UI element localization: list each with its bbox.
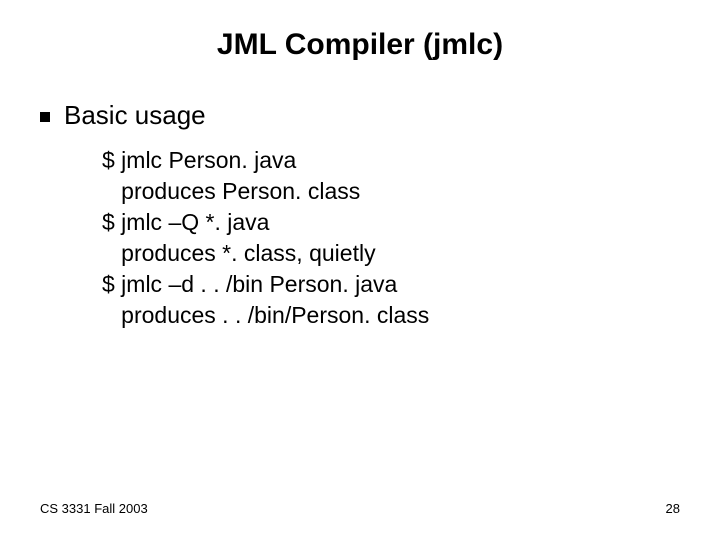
square-bullet-icon [40, 112, 50, 122]
code-line: produces Person. class [102, 176, 680, 207]
footer-page-number: 28 [666, 501, 680, 516]
slide-title: JML Compiler (jmlc) [40, 28, 680, 62]
code-line: produces . . /bin/Person. class [102, 300, 680, 331]
slide-container: JML Compiler (jmlc) Basic usage $ jmlc P… [0, 0, 720, 540]
code-line: $ jmlc Person. java [102, 145, 680, 176]
code-line: $ jmlc –Q *. java [102, 207, 680, 238]
bullet-item: Basic usage [40, 100, 680, 131]
bullet-label: Basic usage [64, 100, 206, 131]
code-line: $ jmlc –d . . /bin Person. java [102, 269, 680, 300]
footer-course-label: CS 3331 Fall 2003 [40, 501, 148, 516]
slide-footer: CS 3331 Fall 2003 28 [40, 501, 680, 516]
code-example-block: $ jmlc Person. java produces Person. cla… [102, 145, 680, 331]
code-line: produces *. class, quietly [102, 238, 680, 269]
